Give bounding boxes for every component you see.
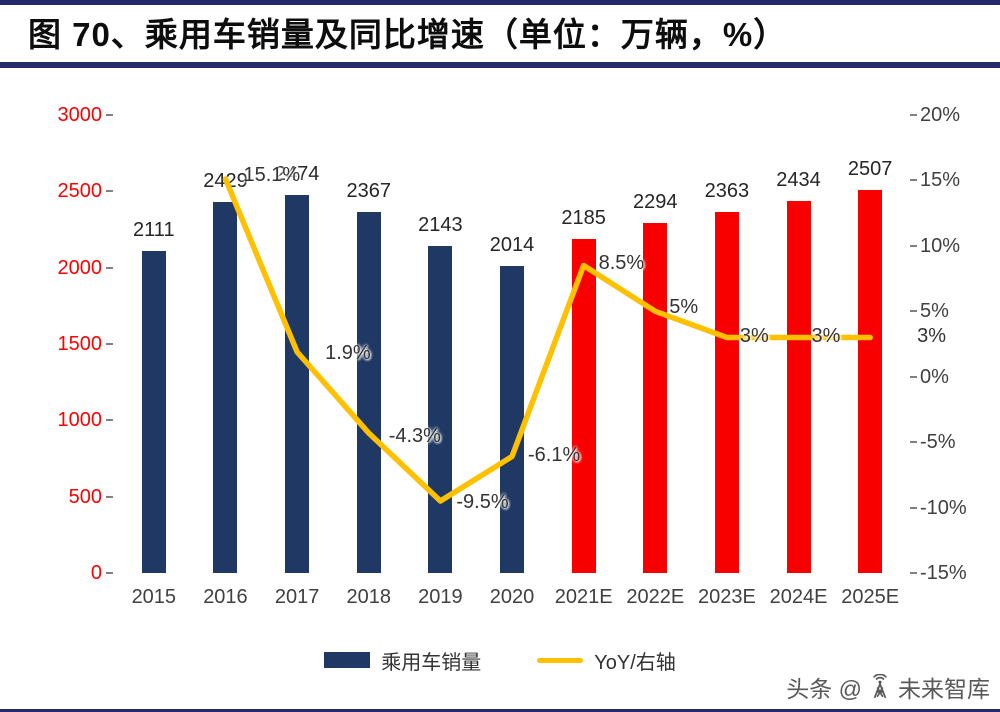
y-right-tick-label: -10%: [920, 496, 967, 519]
line-point-label: 3%: [811, 325, 841, 348]
title-underline: [0, 62, 1000, 68]
watermark: 头条 @ 未来智库: [786, 670, 990, 704]
axis-tick: [106, 114, 113, 116]
line-point-label: 3%: [739, 325, 769, 348]
bar-value-label: 2474: [274, 163, 320, 186]
top-border-line: [0, 0, 1000, 5]
bar: [356, 211, 381, 573]
x-tick-label: 2024E: [769, 586, 828, 608]
bar-value-label: 2014: [489, 233, 535, 256]
y-right-tick-label: 20%: [920, 104, 961, 126]
y-right-tick-label: 0%: [920, 365, 949, 388]
line-point-label: -6.1%: [528, 443, 581, 466]
line-point-label: 15.1%: [243, 164, 301, 187]
bar: [714, 212, 739, 573]
bar-value-label: 2507: [847, 158, 893, 181]
bar-value-label: 2434: [776, 169, 821, 192]
bar: [141, 250, 166, 573]
x-tick-label: 2025E: [841, 586, 900, 608]
watermark-brand: 未来智库: [898, 676, 990, 702]
line-point-label: -4.3%: [388, 424, 441, 447]
x-tick-label: 2023E: [697, 586, 756, 608]
y-left-tick-label: 2500: [57, 180, 103, 203]
y-left-tick-label: 3000: [57, 104, 103, 126]
bar-value-label: 2185: [561, 207, 606, 230]
bar: [213, 202, 238, 573]
y-left-tick-label: 2000: [57, 256, 103, 279]
line-point-label: 3%: [917, 325, 947, 348]
bar: [786, 201, 811, 573]
y-left-tick-label: 0: [90, 562, 102, 584]
figure-title: 图 70、乘用车销量及同比增速（单位：万辆，%）: [28, 16, 788, 53]
chart-legend: 乘用车销量 YoY/右轴: [0, 643, 1000, 677]
x-tick-label: 2016: [203, 586, 248, 608]
line-point-label: 5%: [669, 296, 699, 319]
legend-item-yoy: YoY/右轴: [537, 646, 676, 675]
x-tick-label: 2020: [489, 586, 535, 608]
x-tick-label: 2021E: [554, 586, 613, 608]
yoy-polyline: [222, 176, 873, 504]
axis-tick: [910, 114, 917, 116]
watermark-prefix: 头条 @: [786, 676, 862, 702]
legend-label-sales: 乘用车销量: [381, 651, 482, 674]
legend-item-sales: 乘用车销量: [324, 646, 481, 675]
x-tick-label: 2019: [418, 586, 463, 608]
x-tick-label: 2015: [131, 586, 177, 608]
bar-series-swatch: [324, 652, 371, 668]
axis-tick: [106, 572, 113, 574]
bottom-border-line: [0, 709, 1000, 712]
bar-value-label: 2363: [704, 180, 750, 203]
axis-tick: [910, 244, 917, 247]
bar-value-label: 2367: [346, 179, 391, 202]
bar: [571, 239, 596, 573]
line-point-label: 8.5%: [598, 252, 645, 275]
y-right-tick-label: 15%: [920, 169, 961, 192]
bar-value-label: 2294: [633, 190, 678, 213]
bar-value-label: 2143: [418, 213, 463, 236]
axis-tick: [910, 572, 917, 574]
bar-value-label: 2111: [133, 218, 175, 241]
bar: [428, 245, 453, 573]
axis-tick: [106, 266, 113, 269]
bar: [858, 190, 883, 573]
bar: [500, 265, 524, 573]
x-tick-label: 2017: [274, 586, 320, 608]
line-series-swatch: [537, 657, 584, 663]
axis-tick: [910, 310, 917, 313]
x-tick-label: 2018: [346, 586, 391, 608]
y-left-tick-label: 1000: [57, 409, 103, 432]
y-left-tick-label: 1500: [57, 333, 103, 355]
y-left-tick-label: 500: [68, 485, 102, 508]
axis-tick: [106, 190, 113, 193]
y-right-tick-label: 5%: [920, 300, 949, 323]
signal-tower-icon: [873, 674, 887, 699]
legend-label-yoy: YoY/右轴: [594, 651, 676, 674]
x-tick-label: 2022E: [626, 586, 685, 608]
axis-tick: [910, 375, 917, 378]
bar: [285, 195, 310, 573]
line-point-label: 1.9%: [325, 341, 371, 364]
axis-tick: [910, 506, 917, 509]
y-right-tick-label: 10%: [920, 234, 961, 257]
axis-tick: [106, 343, 113, 345]
y-right-tick-label: -15%: [920, 562, 967, 584]
axis-tick: [910, 441, 917, 444]
line-point-label: -9.5%: [456, 491, 509, 514]
axis-tick: [910, 179, 917, 182]
axis-tick: [106, 495, 113, 498]
bar-value-label: 2429: [203, 170, 248, 193]
bar: [643, 222, 668, 573]
axis-tick: [106, 419, 113, 422]
y-right-tick-label: -5%: [920, 431, 956, 454]
